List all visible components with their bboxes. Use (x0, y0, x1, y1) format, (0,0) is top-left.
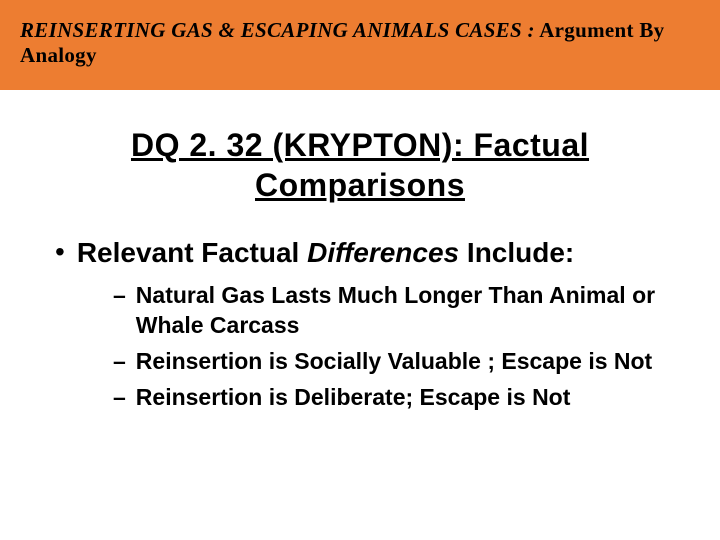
dash-icon: – (113, 347, 126, 377)
header-bar: REINSERTING GAS & ESCAPING ANIMALS CASES… (0, 0, 720, 90)
title-line1: DQ 2. 32 (KRYPTON): Factual (40, 125, 680, 165)
sub-item: –Reinsertion is Socially Valuable ; Esca… (113, 347, 685, 377)
header-text: REINSERTING GAS & ESCAPING ANIMALS CASES… (20, 18, 664, 67)
main-bullet-section: • Relevant Factual Differences Include: … (0, 237, 720, 413)
main-bullet-suffix: Include: (459, 237, 574, 268)
sub-item-text: Reinsertion is Socially Valuable ; Escap… (136, 347, 652, 377)
sub-item-text: Reinsertion is Deliberate; Escape is Not (136, 383, 571, 413)
main-bullet-text: Relevant Factual Differences Include: (77, 237, 574, 269)
dash-icon: – (113, 383, 126, 413)
sub-item: –Natural Gas Lasts Much Longer Than Anim… (113, 281, 685, 341)
bullet-dot-icon: • (55, 237, 65, 268)
title-block: DQ 2. 32 (KRYPTON): Factual Comparisons (0, 125, 720, 205)
sub-item-text: Natural Gas Lasts Much Longer Than Anima… (136, 281, 685, 341)
sub-item: –Reinsertion is Deliberate; Escape is No… (113, 383, 685, 413)
main-bullet-row: • Relevant Factual Differences Include: (55, 237, 685, 269)
dash-icon: – (113, 281, 126, 311)
header-italic: REINSERTING GAS & ESCAPING ANIMALS CASES… (20, 18, 535, 42)
title-line2: Comparisons (40, 165, 680, 205)
sub-list: –Natural Gas Lasts Much Longer Than Anim… (55, 281, 685, 413)
main-bullet-prefix: Relevant Factual (77, 237, 307, 268)
main-bullet-italic: Differences (307, 237, 459, 268)
